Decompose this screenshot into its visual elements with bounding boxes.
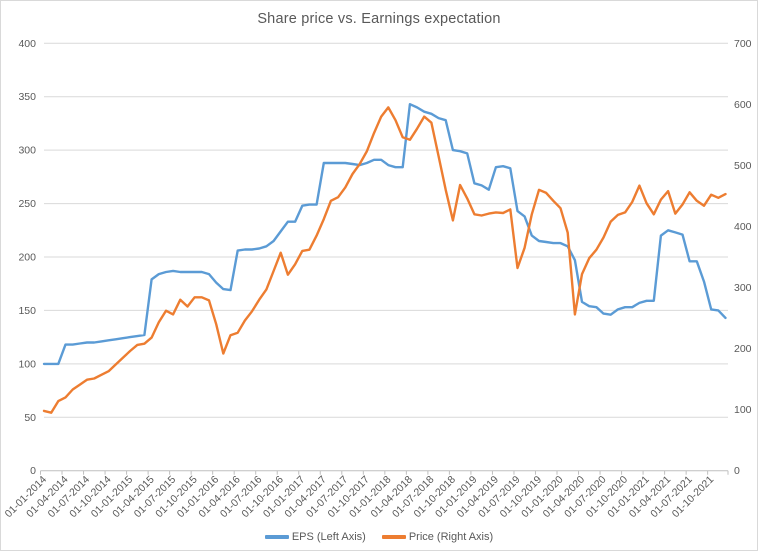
series-line-eps[interactable] — [42, 102, 727, 366]
y-axis-label-left: 200 — [18, 252, 36, 264]
y-axis-label-right: 500 — [734, 160, 752, 172]
price-line-swatch — [381, 535, 406, 539]
series-line-price[interactable] — [42, 106, 727, 414]
y-axis-label-right: 300 — [734, 282, 752, 294]
y-axis-label-left: 250 — [18, 198, 36, 210]
y-axis-label-right: 600 — [734, 99, 752, 111]
y-axis-label-right: 700 — [734, 38, 752, 50]
y-axis-label-left: 0 — [30, 465, 36, 477]
y-axis-label-left: 100 — [18, 358, 36, 370]
legend-item-eps[interactable]: EPS (Left Axis) — [264, 531, 366, 543]
y-axis-label-right: 200 — [734, 343, 752, 355]
legend: EPS (Left Axis) Price (Right Axis) — [1, 531, 757, 543]
price-legend-label: Price (Right Axis) — [408, 531, 494, 543]
y-axis-label-left: 150 — [18, 305, 36, 317]
chart-title: Share price vs. Earnings expectation — [257, 11, 501, 27]
y-axis-label-right: 0 — [734, 465, 740, 477]
y-axis-label-right: 100 — [734, 404, 752, 416]
y-axis-label-left: 350 — [18, 91, 36, 103]
legend-item-price[interactable]: Price (Right Axis) — [381, 531, 494, 543]
y-axis-label-right: 400 — [734, 221, 752, 233]
y-axis-label-left: 50 — [24, 412, 36, 424]
eps-legend-label: EPS (Left Axis) — [291, 531, 366, 543]
y-axis-label-left: 300 — [18, 145, 36, 157]
eps-line-swatch — [264, 535, 289, 539]
y-axis-label-left: 400 — [18, 38, 36, 50]
